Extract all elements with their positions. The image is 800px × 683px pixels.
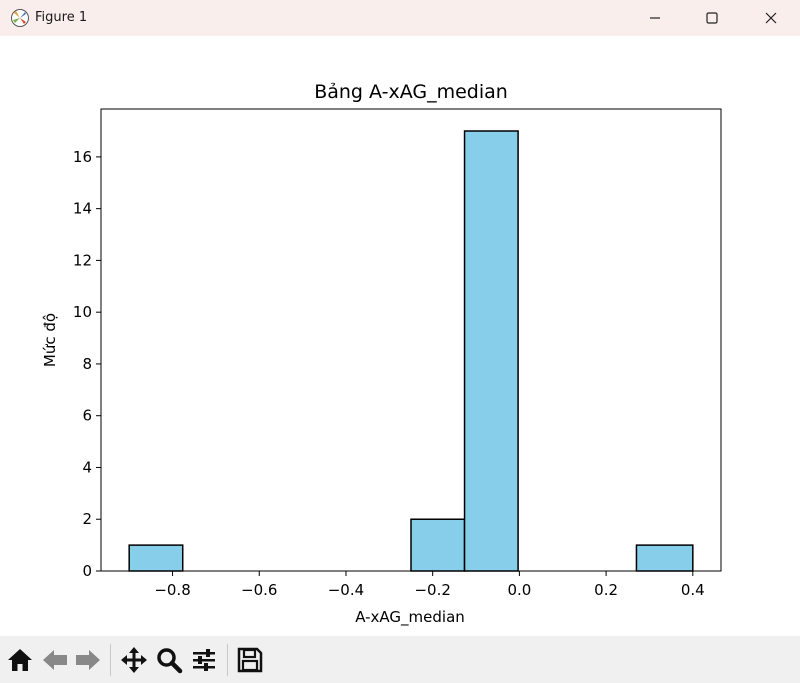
x-tick-label: −0.2 <box>414 581 450 599</box>
matplotlib-logo-icon <box>11 9 29 27</box>
pan-button[interactable] <box>119 646 149 674</box>
y-tick-label: 12 <box>73 251 92 269</box>
back-button[interactable] <box>40 646 70 674</box>
toolbar-separator <box>227 644 228 676</box>
x-tick-label: −0.4 <box>328 581 364 599</box>
chart-title: Bảng A-xAG_median <box>314 81 508 103</box>
configure-subplots-icon <box>193 649 215 671</box>
close-button[interactable] <box>748 0 794 36</box>
pan-icon <box>121 647 147 673</box>
x-tick-label: 0.2 <box>594 581 618 599</box>
histogram-bar <box>463 130 519 572</box>
y-tick-label: 0 <box>82 562 92 580</box>
maximize-icon <box>706 12 718 24</box>
minimize-icon <box>650 17 660 19</box>
y-tick-label: 2 <box>82 510 92 528</box>
zoom-icon <box>157 648 183 674</box>
y-tick-label: 14 <box>73 200 92 218</box>
configure-subplots-button[interactable] <box>189 646 219 674</box>
bars-group <box>128 130 694 572</box>
y-axis-label: Mức độ <box>41 313 59 367</box>
x-axis-label: A-xAG_median <box>355 608 465 627</box>
y-tick-label: 6 <box>82 407 92 425</box>
maximize-button[interactable] <box>689 0 735 36</box>
y-tick-label: 10 <box>73 303 92 321</box>
zoom-button[interactable] <box>154 646 184 674</box>
save-button[interactable] <box>235 646 265 674</box>
save-icon <box>237 647 263 673</box>
histogram-bar <box>635 544 694 572</box>
histogram-bar <box>128 544 184 572</box>
x-tick-label: 0.0 <box>507 581 531 599</box>
x-tick-label: −0.8 <box>154 581 190 599</box>
x-tick-label: 0.4 <box>681 581 705 599</box>
y-ticks-group: 0 2 4 6 8 10 12 14 16 <box>73 148 101 580</box>
x-tick-label: −0.6 <box>241 581 277 599</box>
close-icon <box>765 12 777 24</box>
histogram-chart: Bảng A-xAG_median A-xAG_median Mức độ −0… <box>41 81 722 627</box>
navigation-toolbar <box>0 636 800 683</box>
y-tick-label: 4 <box>82 458 92 476</box>
back-icon <box>43 650 67 670</box>
home-icon <box>8 649 32 671</box>
toolbar-separator <box>110 644 111 676</box>
histogram-bar <box>410 518 466 572</box>
forward-button[interactable] <box>73 646 103 674</box>
forward-icon <box>76 650 100 670</box>
window-titlebar: Figure 1 <box>0 0 800 36</box>
minimize-button[interactable] <box>632 0 678 36</box>
home-button[interactable] <box>5 646 35 674</box>
plot-frame <box>100 108 722 572</box>
x-ticks-group: −0.8 −0.6 −0.4 −0.2 0.0 0.2 0.4 <box>154 571 705 599</box>
y-tick-label: 16 <box>73 148 92 166</box>
y-tick-label: 8 <box>82 355 92 373</box>
window-title: Figure 1 <box>35 10 88 25</box>
